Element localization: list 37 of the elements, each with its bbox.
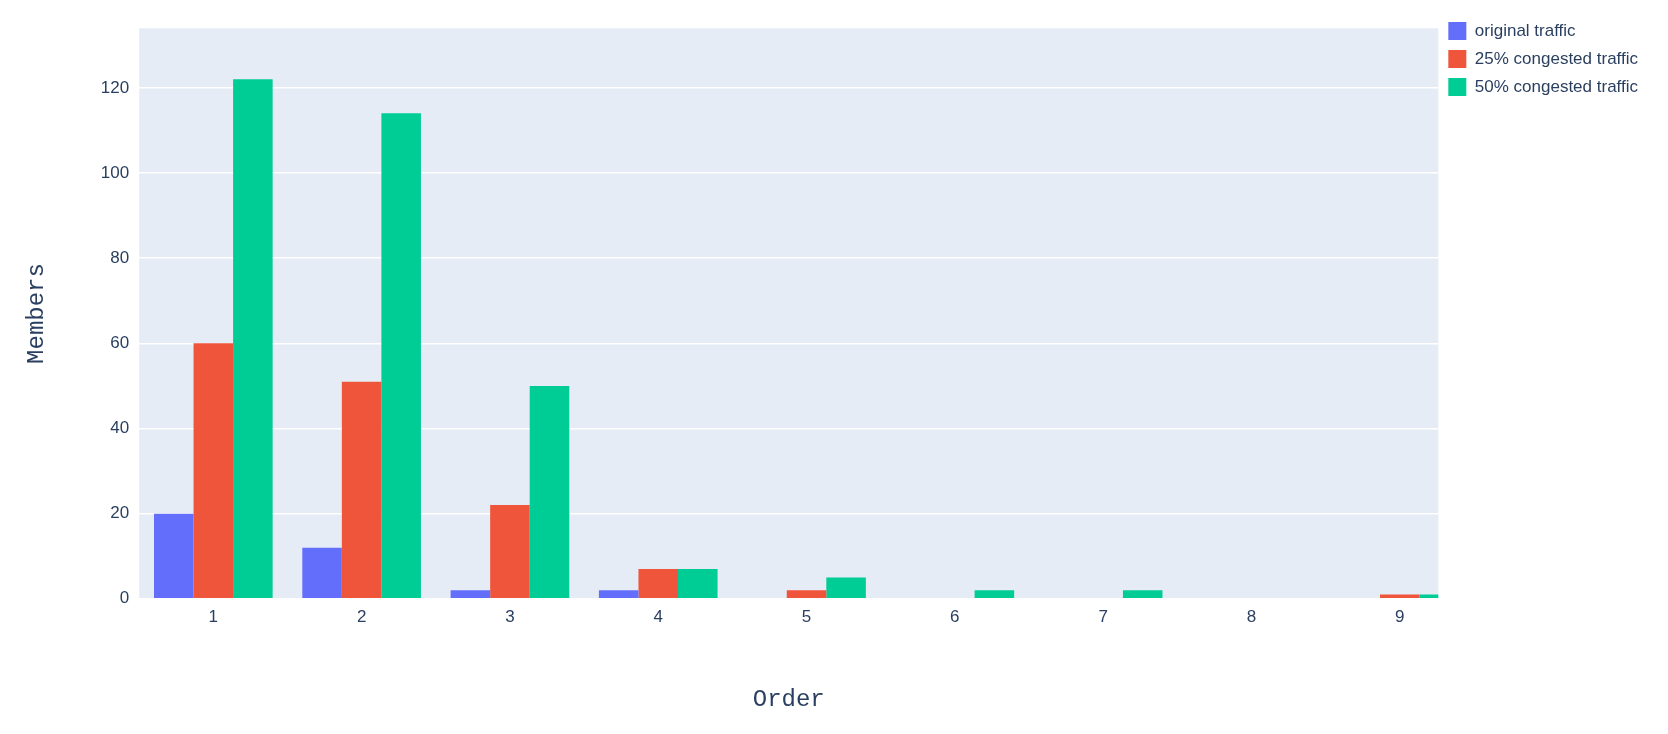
- bar: [193, 343, 234, 599]
- bar: [302, 547, 342, 599]
- y-tick-label: 60: [110, 332, 130, 352]
- x-tick-label: 5: [801, 606, 812, 626]
- x-tick-label: 8: [1246, 606, 1257, 626]
- x-tick-label: 9: [1395, 606, 1405, 626]
- bar: [786, 590, 827, 599]
- bar: [1122, 590, 1163, 599]
- y-tick-label: 80: [110, 247, 130, 267]
- x-axis-title: Order: [752, 685, 825, 713]
- bar: [598, 590, 639, 599]
- y-tick-label: 20: [110, 503, 130, 523]
- bar: [638, 568, 679, 599]
- bar: [450, 590, 491, 599]
- legend-label: original traffic: [1474, 20, 1577, 40]
- legend-label: 50% congested traffic: [1474, 76, 1639, 96]
- y-tick-label: 100: [100, 162, 130, 182]
- bar: [381, 113, 421, 599]
- y-tick-label: 120: [100, 77, 130, 97]
- bar: [341, 381, 382, 599]
- bar: [490, 505, 530, 599]
- bar: [974, 590, 1015, 599]
- legend-label: 25% congested traffic: [1474, 48, 1639, 68]
- bar: [826, 577, 866, 599]
- x-tick-label: 1: [208, 606, 219, 626]
- bar: [153, 513, 194, 599]
- x-tick-label: 7: [1098, 606, 1108, 626]
- bar: [529, 385, 570, 599]
- bar: [233, 79, 273, 599]
- y-axis-title: Members: [22, 263, 50, 364]
- bar: [678, 568, 718, 599]
- y-tick-label: 40: [110, 418, 130, 438]
- x-tick-label: 2: [356, 606, 367, 626]
- y-tick-label: 0: [119, 588, 130, 608]
- x-tick-label: 4: [653, 606, 663, 626]
- x-tick-label: 6: [950, 606, 960, 626]
- x-tick-label: 3: [505, 606, 515, 626]
